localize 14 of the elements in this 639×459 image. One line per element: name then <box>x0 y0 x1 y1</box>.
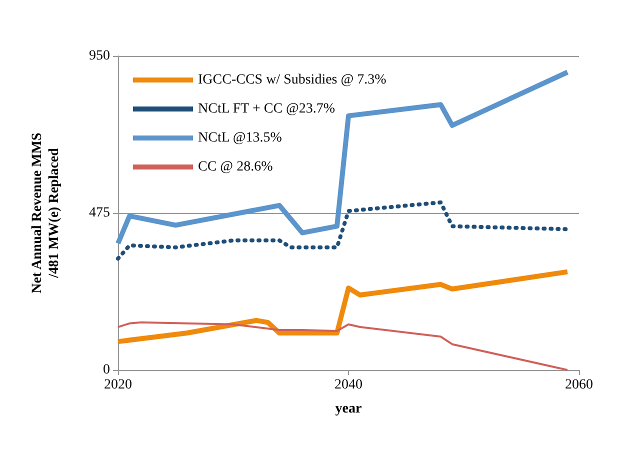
x-tick-label: 2040 <box>334 378 362 392</box>
x-tick-label: 2020 <box>104 378 132 392</box>
legend-label: NCtL @13.5% <box>198 130 282 146</box>
y-tick-label: 0 <box>103 362 110 378</box>
line-series <box>116 200 570 261</box>
y-axis-title: Net Annual Revenue MMS /481 MW(e) Replaced <box>30 132 62 294</box>
x-tick-label: 2060 <box>565 378 593 392</box>
line-series <box>117 321 568 371</box>
legend-label: NCtL FT + CC @23.7% <box>198 102 336 116</box>
x-axis-title: year <box>335 402 362 416</box>
y-tick-label: 950 <box>89 48 110 64</box>
legend-label: CC @ 28.6% <box>198 160 274 174</box>
y-tick-label: 475 <box>89 206 110 220</box>
legend-label: IGCC-CCS w/ Subsidies @ 7.3% <box>198 72 387 88</box>
